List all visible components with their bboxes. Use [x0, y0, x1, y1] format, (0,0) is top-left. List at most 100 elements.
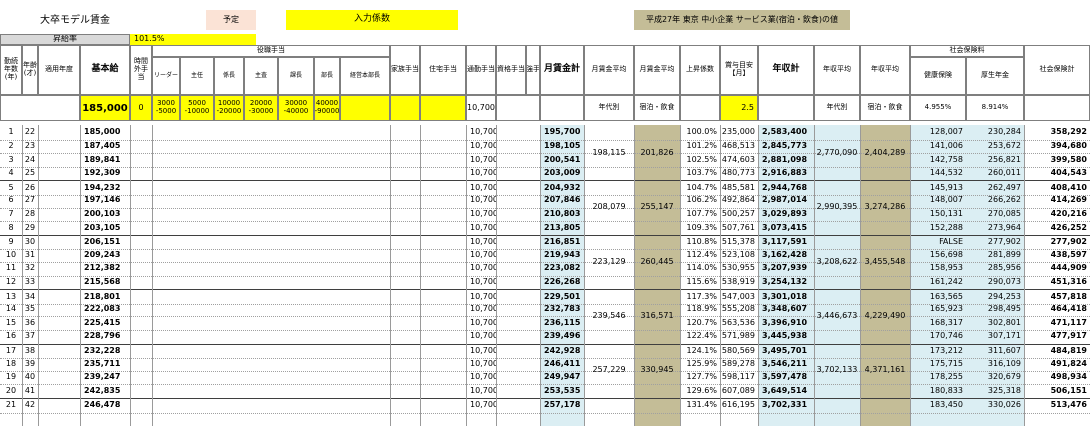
- group-annual-avg-lodging: 3,274,286: [864, 202, 906, 212]
- input-kacho[interactable]: 30000 -40000: [278, 95, 314, 121]
- input-shuji[interactable]: 20000 -30000: [244, 95, 278, 121]
- cell-raise-factor: 109.3%: [686, 222, 717, 232]
- input-commute[interactable]: 10,700: [466, 95, 496, 121]
- cell-social-total: 358,292: [1050, 127, 1087, 137]
- input-chief[interactable]: 5000 -10000: [180, 95, 214, 121]
- cell-age: 29: [24, 222, 36, 232]
- table-row: 9 30 206,151 10,700 216,851 110.8% 515,378 3,11…: [0, 234, 1090, 251]
- header-years-service: 勤続年数(年): [0, 45, 22, 95]
- social-ins-column-bg: [910, 125, 1024, 426]
- cell-commute: 10,700: [470, 249, 496, 259]
- cell-health: 158,953: [929, 263, 963, 273]
- input-bucho[interactable]: 40000 -90000: [314, 95, 340, 121]
- input-pension-rate[interactable]: 8.914%: [966, 95, 1024, 121]
- header-monthly-total: 月賃金計: [540, 45, 584, 95]
- input-kakari[interactable]: 10000 -20000: [214, 95, 244, 121]
- group-annual-avg-by-age: 3,446,673: [816, 310, 858, 320]
- cell-commute: 10,700: [470, 304, 496, 314]
- cell-commute: 10,700: [470, 237, 496, 247]
- table-row: 10 31 209,243 10,700 219,943 112.4% 523,108 3,1…: [0, 248, 1090, 263]
- table-row: 7 28 200,103 10,700 210,803 107.7% 500,257 3,02…: [0, 208, 1090, 223]
- input-social-blank: [1024, 95, 1090, 121]
- cell-social-total: 414,269: [1050, 195, 1087, 205]
- input-family[interactable]: [390, 95, 420, 121]
- cell-health: 156,698: [929, 249, 963, 259]
- input-overtime[interactable]: 0: [130, 95, 152, 121]
- cell-monthly-total: 213,805: [544, 222, 581, 232]
- table-row: 19 40 239,247 10,700 249,947 127.7% 598,117 3,5…: [0, 371, 1090, 386]
- cell-annual-total: 3,029,893: [762, 208, 808, 218]
- input-kakari-a: 10000: [217, 99, 241, 108]
- cell-raise-factor: 124.1%: [686, 345, 717, 355]
- input-health-rate[interactable]: 4.955%: [910, 95, 966, 121]
- input-kacho-b: -40000: [283, 107, 309, 115]
- table-row: 2 23 187,405 10,700 198,105 101.2% 468,513 2,84…: [0, 140, 1090, 155]
- input-month-blank: [540, 95, 584, 121]
- cell-commute: 10,700: [470, 400, 496, 410]
- header-chief: 主任: [180, 57, 214, 95]
- header-applied-year: 適用年度: [38, 45, 80, 95]
- cell-social-total: 477,917: [1050, 331, 1087, 341]
- input-qualification[interactable]: [496, 95, 540, 121]
- cell-annual-total: 3,301,018: [762, 291, 808, 301]
- input-leader-b: -5000: [155, 107, 177, 115]
- cell-years: 19: [5, 372, 17, 382]
- cell-monthly-total: 216,851: [544, 237, 581, 247]
- cell-base-pay: 203,105: [84, 222, 121, 232]
- cell-bonus: 485,581: [721, 182, 755, 192]
- cell-monthly-total: 200,541: [544, 154, 581, 164]
- group-annual-avg-lodging: 2,404,289: [864, 147, 906, 157]
- subhead-by-age-2: 年代別: [814, 95, 860, 121]
- group-monthly-avg-lodging: 255,147: [640, 202, 674, 212]
- input-chief-b: -10000: [184, 107, 210, 115]
- table-row: 18 39 235,711 10,700 246,411 125.9% 589,278 3,5…: [0, 357, 1090, 372]
- cell-health: 145,913: [929, 182, 963, 192]
- monthly-avg-lodging-bg: [634, 125, 680, 426]
- cell-pension: 273,964: [987, 222, 1021, 232]
- cell-years: 8: [8, 222, 14, 232]
- input-kakari-b: -20000: [216, 107, 242, 115]
- cell-age: 22: [24, 127, 36, 137]
- header-bonus: 賞与目安【月】: [720, 45, 758, 95]
- cell-bonus: 547,003: [721, 291, 755, 301]
- cell-monthly-total: 242,928: [544, 345, 581, 355]
- cell-years: 6: [8, 195, 14, 205]
- input-leader[interactable]: 3000 -5000: [152, 95, 180, 121]
- cell-annual-total: 3,348,607: [762, 304, 808, 314]
- header-leader: リーダー: [152, 57, 180, 95]
- group-annual-avg-lodging: 4,229,490: [864, 310, 906, 320]
- input-bonus[interactable]: 2.5: [720, 95, 758, 121]
- input-ceo[interactable]: [340, 95, 390, 121]
- cell-monthly-total: 226,268: [544, 276, 581, 286]
- table-row: 5 26 194,232 10,700 204,932 104.7% 485,581 2,94…: [0, 180, 1090, 196]
- cell-pension: 298,495: [987, 304, 1021, 314]
- cell-health: 183,450: [929, 400, 963, 410]
- cell-bonus: 580,569: [721, 345, 755, 355]
- cell-commute: 10,700: [470, 140, 496, 150]
- input-base-pay[interactable]: 185,000: [80, 95, 130, 121]
- cell-health: 148,007: [929, 195, 963, 205]
- cell-age: 27: [24, 195, 36, 205]
- input-chief-a: 5000: [188, 99, 206, 108]
- cell-bonus: 492,864: [721, 195, 755, 205]
- plan-label: 予定: [206, 10, 256, 30]
- cell-bonus: 571,989: [721, 331, 755, 341]
- input-kacho-a: 30000: [284, 99, 308, 108]
- cell-annual-total: 2,583,400: [762, 127, 808, 137]
- cell-monthly-total: 253,535: [544, 385, 581, 395]
- cell-pension: 302,801: [987, 317, 1021, 327]
- cell-pension: 285,956: [987, 263, 1021, 273]
- group-annual-avg-lodging: 3,455,548: [864, 256, 906, 266]
- cell-raise-factor: 117.3%: [686, 291, 717, 301]
- table-row: 8 29 203,105 10,700 213,805 109.3% 507,761 3,07…: [0, 221, 1090, 236]
- input-housing[interactable]: [420, 95, 466, 121]
- cell-bonus: 598,117: [721, 372, 755, 382]
- cell-annual-total: 2,987,014: [762, 195, 808, 205]
- raise-rate-value[interactable]: 101.5%: [130, 34, 256, 45]
- cell-social-total: 408,410: [1050, 182, 1087, 192]
- cell-commute: 10,700: [470, 372, 496, 382]
- cell-age: 37: [24, 331, 36, 341]
- header-kakari: 係長: [214, 57, 244, 95]
- cell-pension: 277,902: [987, 237, 1021, 247]
- table-row: 12 33 215,568 10,700 226,268 115.6% 538,919 3,2…: [0, 276, 1090, 291]
